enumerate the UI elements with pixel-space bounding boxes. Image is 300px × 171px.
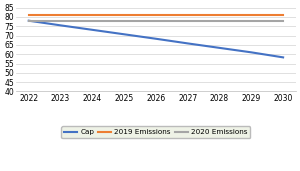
2020 Emissions xyxy=(218,20,221,22)
2020 Emissions xyxy=(250,20,253,22)
2019 Emissions xyxy=(281,14,285,16)
2019 Emissions xyxy=(186,14,190,16)
2020 Emissions xyxy=(91,20,94,22)
2019 Emissions xyxy=(27,14,31,16)
Cap xyxy=(250,51,253,53)
Cap xyxy=(91,29,94,31)
Legend: Cap, 2019 Emissions, 2020 Emissions: Cap, 2019 Emissions, 2020 Emissions xyxy=(61,126,250,138)
2019 Emissions xyxy=(91,14,94,16)
2020 Emissions xyxy=(59,20,62,22)
2019 Emissions xyxy=(218,14,221,16)
2020 Emissions xyxy=(186,20,190,22)
2019 Emissions xyxy=(154,14,158,16)
2019 Emissions xyxy=(59,14,62,16)
Cap xyxy=(27,20,31,22)
2020 Emissions xyxy=(122,20,126,22)
Cap xyxy=(218,47,221,49)
2020 Emissions xyxy=(154,20,158,22)
Cap xyxy=(59,24,62,26)
2020 Emissions xyxy=(27,20,31,22)
Cap xyxy=(186,42,190,44)
Cap xyxy=(122,33,126,35)
Line: Cap: Cap xyxy=(29,21,283,57)
Cap xyxy=(281,56,285,58)
2020 Emissions xyxy=(281,20,285,22)
2019 Emissions xyxy=(250,14,253,16)
Cap xyxy=(154,38,158,40)
2019 Emissions xyxy=(122,14,126,16)
